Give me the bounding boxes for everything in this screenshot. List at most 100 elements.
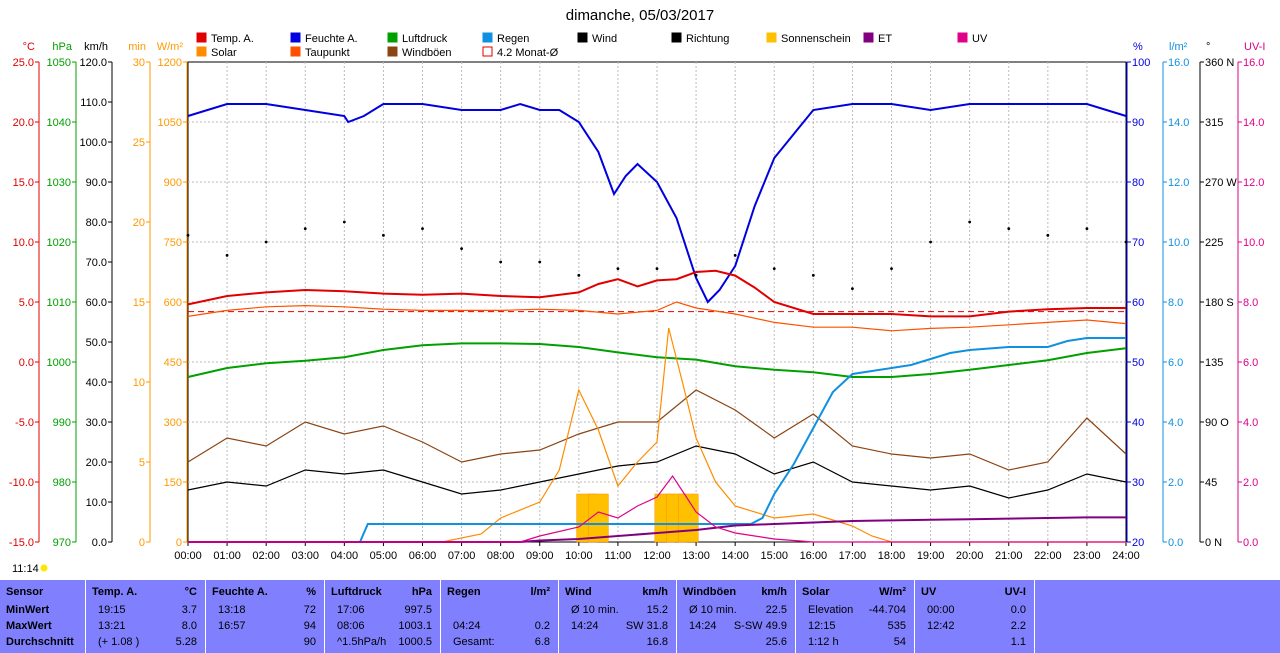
right-axis-unit: %: [1133, 41, 1143, 53]
series-feuchte-a: [187, 102, 1127, 304]
stats-cell-label: 00:00: [927, 604, 955, 616]
left-axis-tick-label: 90.0: [86, 177, 107, 189]
left-axis-tick-label: 40.0: [86, 377, 107, 389]
right-axis-tick-label: 8.0: [1168, 297, 1183, 309]
stats-cell-value: 6.8: [534, 636, 550, 648]
sunshine-bar: [678, 493, 699, 543]
right-axis-tick-label: 6.0: [1243, 357, 1258, 369]
stats-section-title: Windböen: [683, 586, 737, 598]
right-axis-tick-label: 8.0: [1243, 297, 1258, 309]
stats-cell-value: 25.6: [765, 636, 787, 648]
left-axis-tick-label: 150: [164, 477, 182, 489]
legend-swatch: [766, 32, 777, 43]
direction-point: [538, 260, 542, 264]
right-axis-tick-label: 100: [1132, 57, 1150, 69]
right-axis-tick-label: 60: [1132, 297, 1144, 309]
x-tick-label: 09:00: [526, 550, 554, 562]
weather-chart: 00:00 01:00 02:00 03:00 04:00 05:00 06:00 07:00…: [9, 7, 1265, 575]
series-et: [188, 516, 1126, 543]
right-axis-tick-label: 0.0: [1243, 537, 1258, 549]
left-axis-unit: W/m²: [157, 41, 184, 53]
left-axis-tick-label: 110.0: [80, 97, 107, 109]
right-axis-tick-label: 20: [1132, 537, 1144, 549]
stats-row-label: Durchschnitt: [6, 636, 74, 648]
stats-cell-value: 0.0: [1010, 604, 1026, 616]
stats-section: Windböen km/h Ø 10 min. 22.5 14:24 S-SW 49.9 2…: [677, 580, 796, 653]
direction-point: [929, 240, 932, 244]
direction-point: [460, 247, 463, 251]
direction-point: [1046, 233, 1050, 237]
legend-label: 4.2 Monat-Ø: [497, 47, 559, 59]
x-tick-label: 01:00: [213, 550, 241, 562]
direction-point: [1124, 240, 1128, 244]
stats-cell-value: 15.2: [646, 604, 668, 616]
x-tick-label: 12:00: [643, 550, 671, 562]
legend-label: Taupunkt: [305, 47, 350, 59]
x-tick-label: 18:00: [878, 550, 906, 562]
x-tick-label: 00:00: [174, 550, 202, 562]
stats-cell-label: 1:12 h: [808, 636, 839, 648]
right-axis-unit: °: [1206, 41, 1210, 53]
stats-cell-label: 12:42: [927, 620, 955, 632]
direction-point: [421, 227, 424, 231]
stats-cell-label: Gesamt:: [453, 636, 495, 648]
stats-section-unit: km/h: [761, 586, 787, 598]
x-tick-label: 07:00: [448, 550, 476, 562]
stats-section-unit: UV-I: [1004, 586, 1026, 598]
left-axis-tick-label: 10.0: [86, 497, 107, 509]
left-axis-tick-label: 900: [164, 177, 182, 189]
stats-cell-label: 12:15: [808, 620, 836, 632]
legend-label: Feuchte A.: [305, 33, 358, 45]
left-axis-tick-label: 1050: [47, 57, 71, 69]
right-axis-tick-label: 270 W: [1205, 177, 1237, 189]
right-axis-tick-label: 10.0: [1243, 237, 1264, 249]
direction-point: [1007, 227, 1011, 231]
x-tick-label: 17:00: [839, 550, 867, 562]
legend-label: Richtung: [686, 33, 729, 45]
stats-row-label: Sensor: [6, 586, 44, 598]
x-tick-label: 13:00: [682, 550, 710, 562]
left-axis-tick-label: 1020: [47, 237, 71, 249]
stats-cell-label: 14:24: [689, 620, 717, 632]
legend: Temp. A. Feuchte A. Luftdruck Regen Wind Rich…: [196, 32, 988, 59]
left-axis-tick-label: 15.0: [13, 177, 34, 189]
right-axis-tick-label: 6.0: [1168, 357, 1183, 369]
stats-cell-label: 17:06: [337, 604, 365, 616]
stats-section: Solar W/m² Elevation -44.704 12:15 535 1:12 h 5…: [796, 580, 915, 653]
stats-cell-value: SW 31.8: [625, 620, 668, 632]
legend-swatch: [290, 32, 301, 43]
stats-cell-value: 94: [303, 620, 316, 632]
direction-point: [577, 273, 581, 277]
left-axis-tick-label: 120.0: [79, 57, 107, 69]
left-axis-tick-label: 80.0: [86, 217, 107, 229]
left-axis-tick-label: 60.0: [86, 297, 107, 309]
series-luftdruck: [187, 342, 1127, 378]
right-axis-tick-label: 12.0: [1243, 177, 1264, 189]
stats-cell-value: -44.704: [868, 604, 906, 616]
stats-section-title: Luftdruck: [331, 586, 382, 598]
x-tick-label: 06:00: [409, 550, 437, 562]
stats-section: Regen l/m² 04:24 0.2 Gesamt: 6.8: [441, 580, 559, 653]
left-axis-tick-label: 0.0: [19, 357, 34, 369]
current-time-label: 11:14: [12, 563, 39, 575]
stats-cell-value: 1.1: [1010, 636, 1026, 648]
direction-point: [968, 220, 972, 224]
right-axis-tick-label: 16.0: [1168, 57, 1189, 69]
stats-section-title: Solar: [802, 586, 830, 598]
x-tick-label: 03:00: [291, 550, 319, 562]
direction-point: [890, 267, 893, 271]
stats-row-labels: Sensor MinWert MaxWert Durchschnitt: [0, 580, 86, 653]
series-richtung: [186, 220, 1128, 291]
right-axis-tick-label: 90 O: [1205, 417, 1229, 429]
stats-cell-value: 1000.5: [398, 636, 432, 648]
direction-point: [851, 287, 854, 291]
right-axis-tick-label: 80: [1132, 177, 1144, 189]
x-tick-label: 04:00: [331, 550, 359, 562]
sun-marker-icon: [40, 564, 48, 572]
stats-cell-label: (+ 1.08 ): [98, 636, 140, 648]
right-axis-tick-label: 180 S: [1205, 297, 1234, 309]
legend-swatch: [387, 46, 398, 57]
direction-point: [303, 227, 307, 231]
legend-swatch: [482, 46, 493, 57]
right-axis-tick-label: 30: [1132, 477, 1144, 489]
